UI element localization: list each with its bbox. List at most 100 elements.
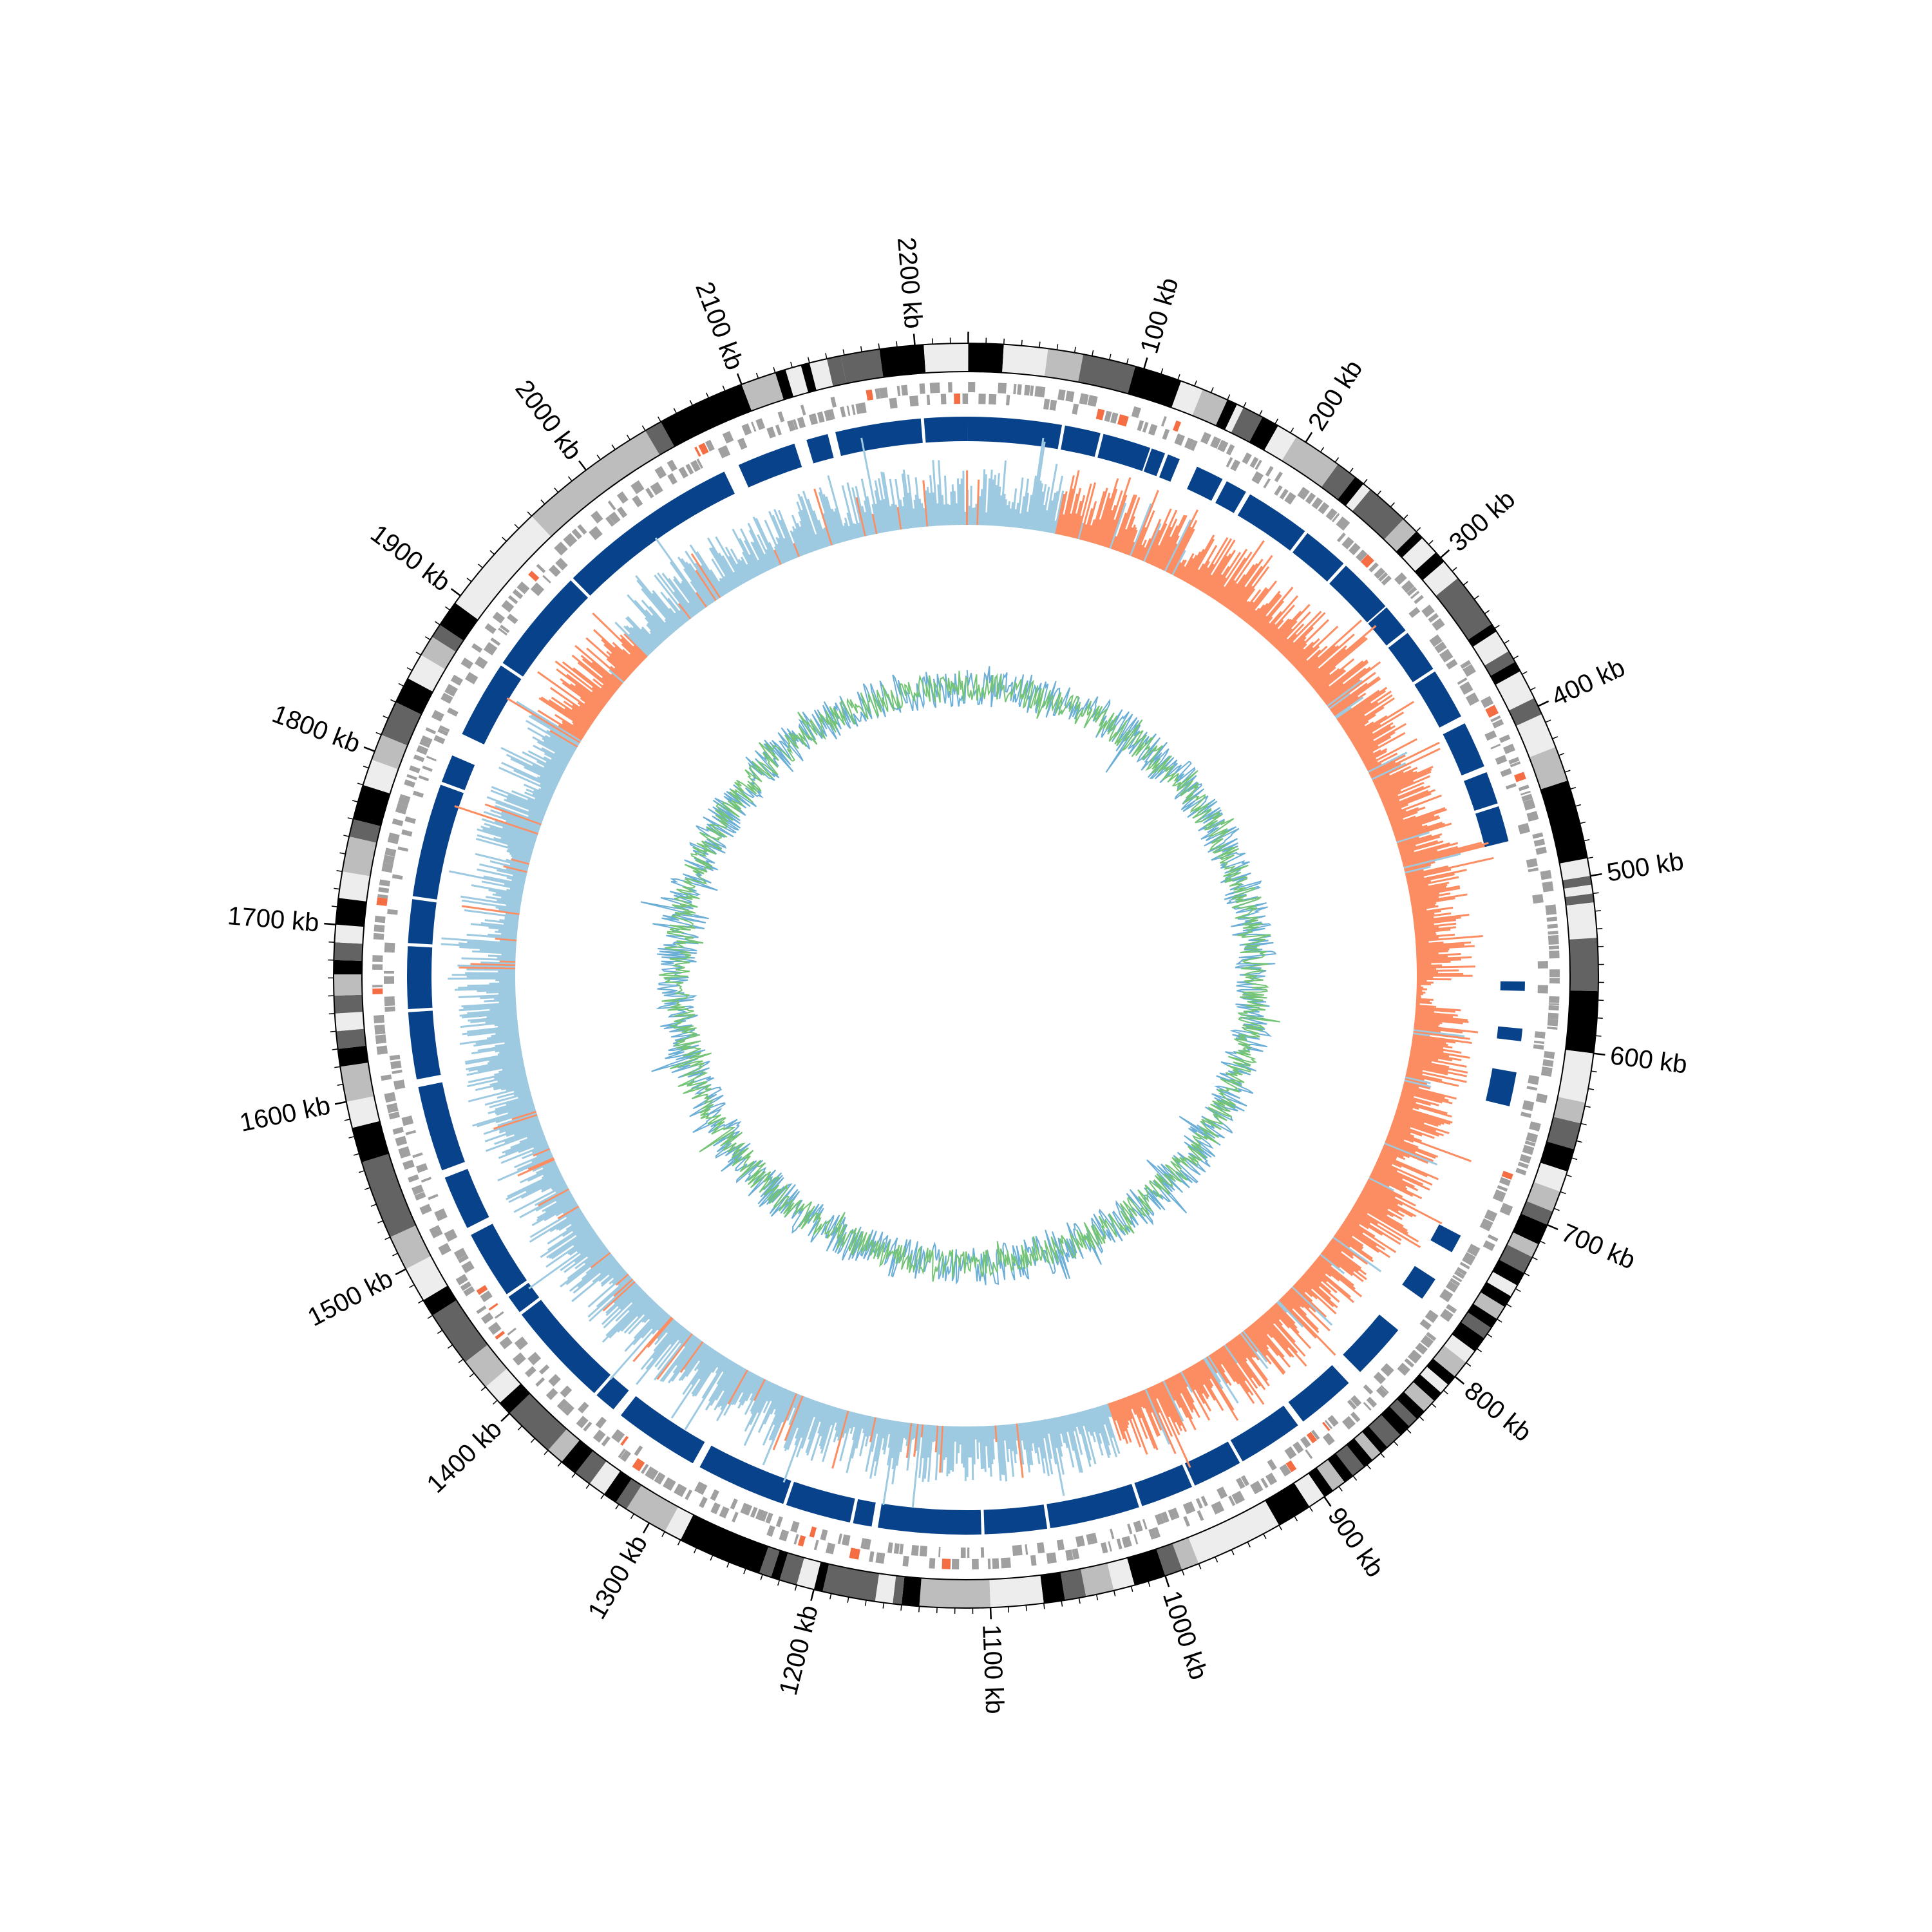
gc-skew-bar [1399,840,1444,855]
gc-skew-bar [1244,580,1278,622]
gene-feature [1195,1498,1203,1509]
gc-skew-bar [524,766,559,784]
gc-skew-bar [545,761,565,773]
gc-skew-bar [1410,1050,1462,1061]
gene-feature [1318,502,1330,515]
gc-skew-bar [488,954,516,958]
gc-skew-bar [1255,587,1294,632]
gc-skew-bar [1058,514,1065,535]
gc-skew-bar [752,516,778,567]
gc-skew-bar [684,1358,730,1430]
gene-feature [1540,869,1552,880]
gc-skew-bar [1249,603,1269,627]
gc-skew-bar [467,941,516,947]
gc-skew-bar [1300,1276,1334,1307]
gc-skew-bar [440,943,516,950]
gc-skew-bar [1173,1375,1194,1413]
gc-skew-bar [688,563,716,602]
gc-skew-bar [750,541,767,573]
gc-skew-bar [524,791,551,804]
gc-skew-bar [471,950,516,955]
gc-skew-bar [926,486,932,527]
gc-skew-bar [499,1117,539,1132]
gene-feature [896,385,901,397]
gc-skew-bar [1048,491,1059,533]
ideogram-band [1249,417,1278,451]
synteny-block [444,1169,489,1228]
minor-tick [353,1153,359,1156]
gc-skew-bar [861,1415,867,1429]
gc-skew-bar [611,652,634,674]
gc-skew-bar [1298,645,1328,673]
gc-skew-bar [1014,1423,1018,1441]
ideogram-band [741,372,784,412]
gc-skew-bar [1414,931,1436,936]
minor-tick [882,1602,885,1609]
gc-skew-bar [1411,902,1437,908]
gene-feature [1446,659,1458,670]
gc-skew-bar [1148,523,1168,564]
gc-skew-bar [581,1254,613,1280]
gc-skew-bar [938,460,943,526]
gc-skew-bar [1357,1197,1388,1217]
gene-feature [1148,1527,1161,1540]
gc-skew-bar [556,1212,583,1231]
gc-skew-bar [1273,1303,1298,1329]
gc-skew-bar [1312,673,1331,689]
gc-skew-bar [1305,1270,1332,1293]
minor-tick [493,1399,498,1405]
gc-skew-bar [873,1419,886,1476]
gene-feature [601,1435,611,1447]
gc-skew-bar [635,575,680,629]
gene-feature [987,1558,991,1569]
gc-skew-bar [1186,1368,1212,1412]
gc-skew-bar [1258,616,1273,634]
gc-skew-bar [1310,1265,1354,1303]
gc-skew-bar [1403,845,1485,867]
gene-feature [1350,1412,1361,1423]
gc-skew-bar [531,1144,549,1153]
gc-skew-bar [1289,1289,1310,1309]
gc-skew-bar [1240,1332,1269,1369]
gene-feature [813,1539,819,1551]
gc-skew-bar [899,1422,906,1453]
minor-tick [615,1504,620,1510]
gc-skew-bar [649,605,674,634]
gene-feature [383,855,395,865]
gc-skew-bar [1360,1191,1405,1217]
gc-skew-bar [1366,1181,1396,1198]
gc-skew-bar [679,1331,690,1344]
gc-skew-bar [1383,785,1431,806]
gene-feature [698,442,709,455]
gene-feature [1466,1244,1481,1257]
minor-tick [1243,402,1247,408]
gc-skew-bar [1414,926,1457,933]
gc-skew-bar [468,1085,529,1103]
gc-skew-bar [1379,780,1414,797]
gc-skew-bar [961,1426,963,1464]
gc-skew-bar [1068,1414,1083,1473]
major-tick [1590,873,1602,877]
gene-feature [1425,1309,1439,1323]
gc-skew-bar [551,696,592,726]
gene-feature [447,707,459,717]
gc-skew-bar [579,705,597,719]
gene-feature [404,779,415,788]
gene-feature [1452,1274,1463,1283]
gc-skew-bar [1241,1331,1258,1353]
ideogram-band [336,898,367,927]
gc-skew-bar [646,623,664,643]
gc-skew-bar [459,946,516,951]
gc-skew-bar [1307,649,1347,683]
gc-skew-bar [614,621,649,657]
gene-feature [378,887,390,893]
gc-skew-bar [587,1272,628,1308]
gene-feature [460,658,473,670]
gc-skew-bar [1392,815,1439,833]
gc-skew-bar [1358,1196,1394,1218]
minor-tick [1473,595,1479,600]
gc-skew-bar [1387,794,1442,817]
gc-skew-bar [705,1361,735,1411]
gc-skew-bar [1405,1073,1459,1087]
gc-skew-bar [764,519,785,564]
